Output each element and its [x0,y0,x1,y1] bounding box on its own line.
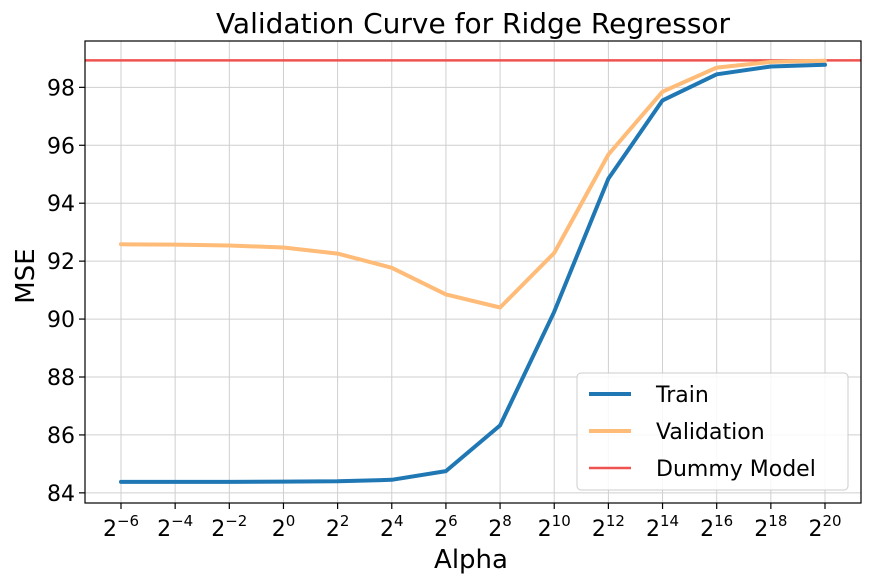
x-tick-label: 2−4 [157,512,193,542]
y-axis-label: MSE [11,248,41,303]
x-tick-label: 210 [538,512,571,542]
train-series-line [119,62,827,484]
legend-label-train: Train [655,383,709,408]
legend: Train Validation Dummy Model [576,372,849,491]
x-axis-ticks: 2−6 2−4 2−2 20 22 24 26 28 210 212 214 216 218 220 [103,503,842,542]
y-axis-ticks: 84 86 88 90 92 94 96 98 [47,76,85,507]
validation-series-line [119,58,827,310]
y-tick-label: 92 [47,250,75,275]
legend-label-dummy-model: Dummy Model [656,457,816,482]
x-tick-label: 2−6 [103,512,139,542]
x-tick-label: 216 [700,512,733,542]
series-lines [85,58,861,484]
x-tick-label: 26 [434,512,458,542]
legend-box [576,372,849,491]
y-tick-label: 84 [47,482,75,507]
y-tick-label: 90 [47,308,75,333]
x-tick-label: 218 [754,512,787,542]
chart-title: Validation Curve for Ridge Regressor [216,7,731,40]
x-tick-label: 22 [326,512,350,542]
y-tick-label: 98 [47,76,75,101]
x-tick-label: 220 [808,512,841,542]
x-tick-label: 214 [646,512,679,542]
y-tick-label: 88 [47,366,75,391]
x-tick-label: 24 [380,512,404,542]
plot-frame [84,40,862,504]
y-tick-label: 94 [47,192,75,217]
x-axis-label: Alpha [434,545,508,575]
x-tick-label: 212 [592,512,625,542]
y-tick-label: 86 [47,424,75,449]
x-tick-label: 20 [272,512,296,542]
x-tick-label: 28 [488,512,512,542]
x-tick-label: 2−2 [211,512,247,542]
legend-label-validation: Validation [656,420,765,445]
y-tick-label: 96 [47,134,75,159]
